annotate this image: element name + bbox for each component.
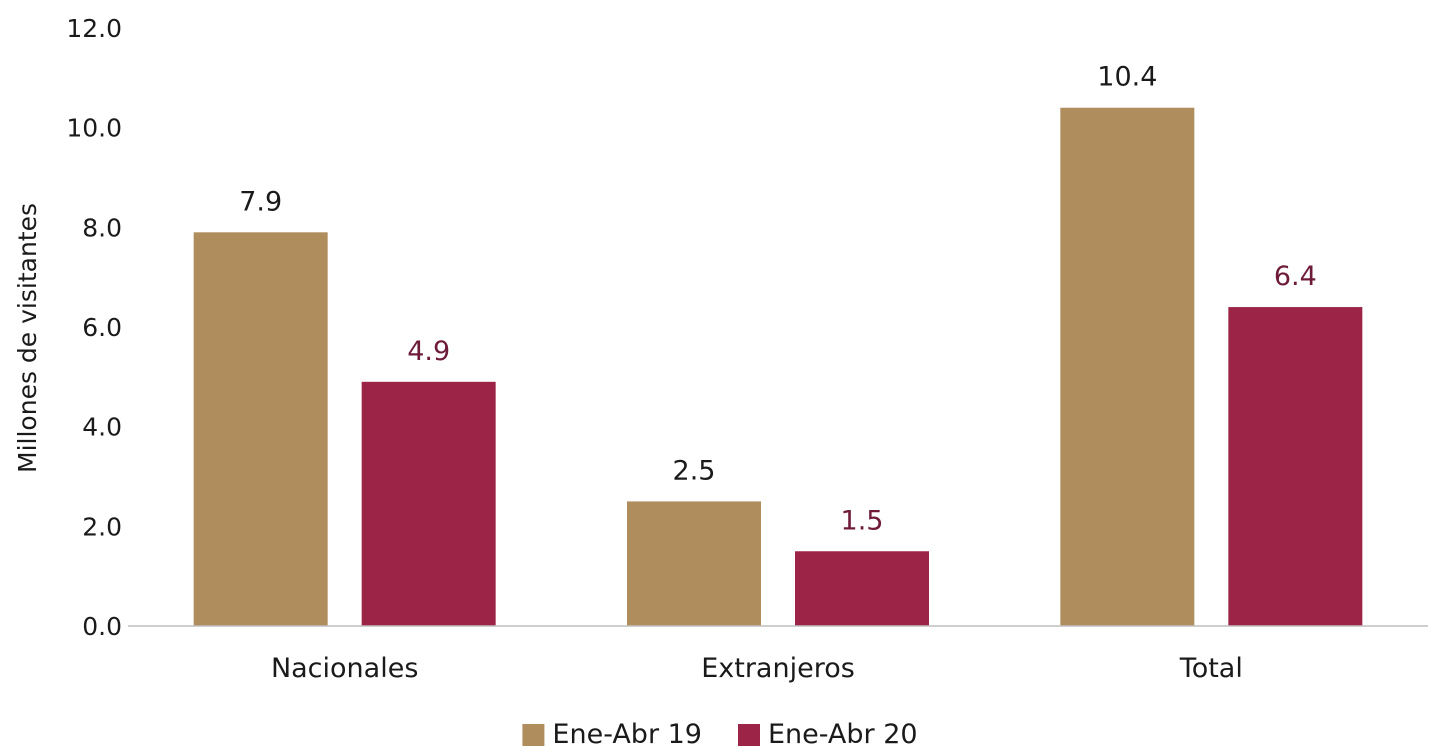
data-label: 7.9	[239, 186, 282, 217]
legend-swatch	[738, 724, 760, 746]
y-tick-label: 10.0	[66, 114, 122, 143]
x-category-label: Nacionales	[271, 653, 418, 684]
data-label: 2.5	[673, 455, 716, 486]
legend-swatch	[522, 724, 545, 746]
y-tick-label: 6.0	[82, 313, 122, 342]
y-axis-ticks: 0.0 2.0 4.0 6.0 8.0 10.0 12.0	[66, 14, 122, 641]
data-label: 10.4	[1097, 62, 1157, 93]
data-label: 1.5	[841, 505, 884, 536]
bar-ene-abr-19-extranjeros	[627, 501, 761, 626]
x-category-label: Total	[1179, 653, 1243, 684]
y-tick-label: 2.0	[82, 512, 122, 541]
y-tick-label: 0.0	[82, 612, 122, 641]
bar-ene-abr-20-nacionales	[361, 381, 496, 626]
x-category-label: Extranjeros	[701, 653, 855, 684]
y-tick-label: 12.0	[66, 14, 122, 43]
y-axis-title-group: Millones de visitantes	[13, 203, 42, 473]
legend-label: Ene-Abr 20	[768, 719, 918, 750]
legend: Ene-Abr 19 Ene-Abr 20	[522, 719, 918, 750]
y-tick-label: 4.0	[82, 413, 122, 442]
data-label: 4.9	[407, 336, 450, 367]
bar-ene-abr-20-extranjeros	[795, 551, 929, 626]
bar-ene-abr-19-total	[1060, 107, 1195, 626]
y-tick-label: 8.0	[82, 213, 122, 242]
legend-label: Ene-Abr 19	[552, 719, 702, 750]
y-axis-title: Millones de visitantes	[13, 203, 42, 473]
bar-ene-abr-19-nacionales	[193, 232, 328, 627]
data-label: 6.4	[1274, 261, 1317, 292]
category-labels: Nacionales Extranjeros Total	[271, 653, 1243, 684]
bars: 7.9 2.5 10.4 4.9 1.5 6.4	[193, 62, 1363, 627]
bar-ene-abr-20-total	[1228, 307, 1363, 626]
